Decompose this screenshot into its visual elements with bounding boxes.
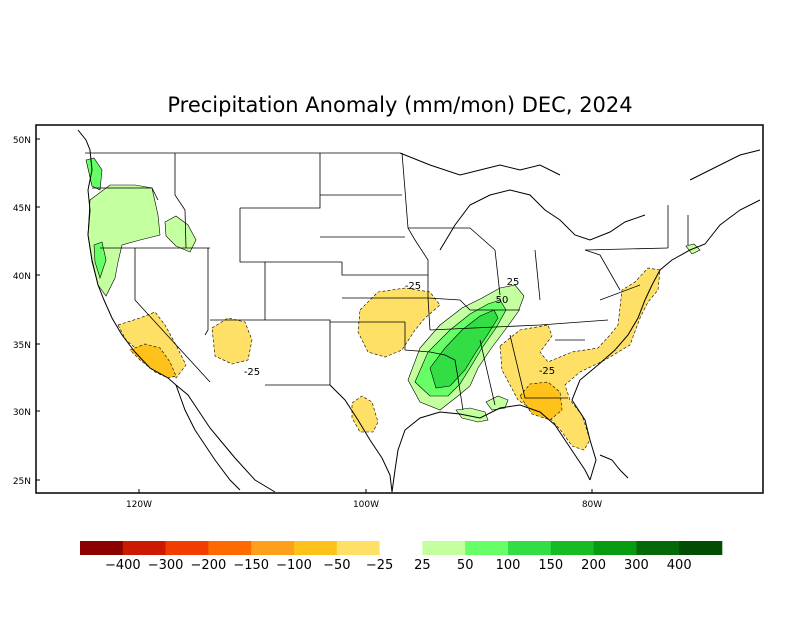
dry-southeast-atlantic <box>499 267 661 451</box>
dry-arizona <box>211 317 253 365</box>
colorbar-swatch <box>422 541 466 555</box>
colorbar-label: −300 <box>148 558 184 573</box>
colorbar-swatch <box>80 541 124 555</box>
colorbar-swatch <box>679 541 723 555</box>
wet-alabama-coast <box>485 395 509 411</box>
colorbar-swatch <box>336 541 380 555</box>
contour-label-neg25-az: -25 <box>244 367 260 378</box>
colorbar-label: 100 <box>496 558 521 573</box>
wet-pacific-northwest <box>87 184 161 297</box>
wettest-tennessee-mississippi <box>429 309 499 389</box>
contour-label-25: 25 <box>507 277 520 288</box>
colorbar-label: −25 <box>366 558 393 573</box>
colorbar-swatch <box>593 541 637 555</box>
drier-los-angeles <box>129 343 177 379</box>
anomaly-shading <box>85 157 701 451</box>
wetter-northern-california <box>93 241 107 279</box>
wetter-washington <box>85 157 103 191</box>
lat-label-25n: 25N <box>13 477 31 487</box>
contour-labels: -25 -25 -25 25 50 <box>244 277 555 378</box>
contour-label-neg25-ok: -25 <box>405 281 421 292</box>
colorbar-swatch <box>165 541 209 555</box>
colorbar-label: 150 <box>538 558 563 573</box>
colorbar-label: −50 <box>323 558 350 573</box>
coastlines <box>77 129 761 493</box>
colorbar-swatch <box>508 541 552 555</box>
longitude-labels: 120W 100W 80W <box>126 489 602 510</box>
colorbar-label: −200 <box>191 558 227 573</box>
drier-areas <box>129 343 563 421</box>
colorbar-label: 25 <box>414 558 431 573</box>
dry-oklahoma-texas <box>357 287 441 358</box>
lon-label-80w: 80W <box>582 500 602 510</box>
lat-label-35n: 35N <box>13 341 31 351</box>
colorbar-label: 50 <box>457 558 474 573</box>
lon-label-120w: 120W <box>126 500 152 510</box>
contour-label-50: 50 <box>496 295 509 306</box>
state-boundaries <box>85 152 689 411</box>
colorbar-swatch <box>251 541 295 555</box>
colorbar-label: −150 <box>233 558 269 573</box>
colorbar-label: 400 <box>667 558 692 573</box>
colorbar-swatch <box>379 541 423 555</box>
colorbar-label: −400 <box>105 558 141 573</box>
colorbar-swatch <box>550 541 594 555</box>
colorbar-label: −100 <box>276 558 312 573</box>
drier-north-florida <box>519 381 563 421</box>
colorbar-swatch <box>208 541 252 555</box>
map-title: Precipitation Anomaly (mm/mon) DEC, 2024 <box>167 93 632 117</box>
colorbar-label: 300 <box>624 558 649 573</box>
colorbar: −400 −300 −200 −150 −100 −50 −25 25 50 100 150 200 3… <box>80 541 723 573</box>
lon-label-100w: 100W <box>353 500 379 510</box>
contour-label-neg25-ga: -25 <box>539 366 555 377</box>
map-frame <box>35 124 764 494</box>
lat-label-50n: 50N <box>13 136 31 146</box>
lat-label-40n: 40N <box>13 272 31 282</box>
wet-idaho <box>164 215 197 253</box>
colorbar-swatch <box>465 541 509 555</box>
latitude-labels: 50N 45N 40N 35N 30N 25N <box>13 136 40 487</box>
dry-south-texas <box>351 395 379 433</box>
lat-label-45n: 45N <box>13 204 31 214</box>
colorbar-swatch <box>294 541 338 555</box>
wet-gulf-coast <box>455 407 489 423</box>
colorbar-swatch <box>636 541 680 555</box>
colorbar-swatch <box>122 541 166 555</box>
wettest-areas <box>429 309 499 389</box>
lat-label-30n: 30N <box>13 408 31 418</box>
colorbar-label: 200 <box>581 558 606 573</box>
dry-areas <box>117 267 661 451</box>
